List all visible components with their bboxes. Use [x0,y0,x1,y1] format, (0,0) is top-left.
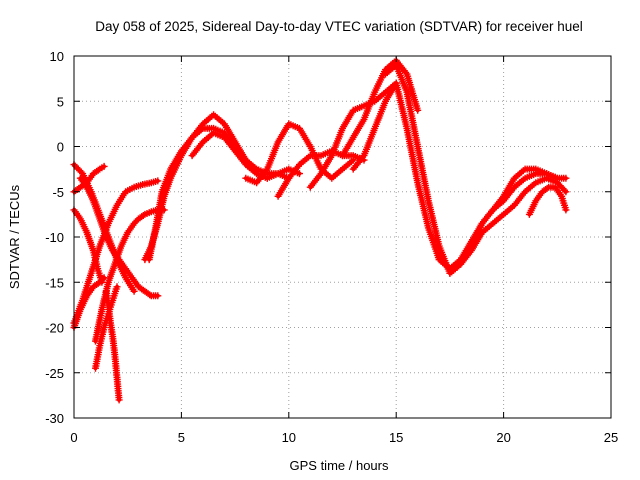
x-tick-label: 10 [282,430,296,445]
y-tick-label: -15 [45,275,64,290]
data-point [562,174,570,182]
data-point [561,186,568,194]
data-point [296,170,303,178]
y-tick-label: 0 [57,140,64,155]
x-tick-label: 15 [389,430,403,445]
series-sat-t [446,174,570,277]
gridlines [74,56,611,418]
data-point [113,283,121,291]
data-point [359,153,367,161]
data-point [94,166,102,174]
series-band [437,167,568,271]
series-sat-f [70,162,108,196]
y-tick-label: 5 [57,94,64,109]
data-point [562,206,570,214]
data-point [100,162,108,170]
y-tick-label: -30 [45,411,64,426]
x-tick-labels: 0 5 10 15 20 25 [70,430,618,445]
x-tick-label: 0 [70,430,77,445]
series-sat-i [76,174,162,300]
data-point [414,106,422,114]
y-tick-label: -25 [45,366,64,381]
series-sat-p [339,57,422,160]
series-sat-m [242,120,357,187]
y-tick-label: -5 [52,185,64,200]
data-point [520,189,528,197]
data-point [146,291,154,299]
data-point [139,212,147,219]
data-point [154,177,162,185]
data-point [562,188,570,196]
x-tick-label: 5 [178,430,185,445]
series-sat-u [525,183,570,218]
x-axis-label: GPS time / hours [290,458,389,473]
y-axis-label: SDTVAR / TECUs [7,184,22,289]
y-tick-label: -20 [45,321,64,336]
chart-title: Day 058 of 2025, Sidereal Day-to-day VTE… [95,19,582,34]
data-point [130,287,138,295]
y-tick-label: -10 [45,230,64,245]
data-point [77,168,85,176]
series-band [147,126,291,262]
data-point [115,396,123,404]
data-point [98,278,106,286]
series-group [70,57,570,404]
x-tick-label: 20 [496,430,510,445]
series-sat-d [70,206,106,286]
x-tick-label: 25 [604,430,618,445]
data-point [154,292,162,300]
series-sat-s [435,165,570,273]
y-tick-label: 10 [50,49,64,64]
series-sat-l [188,129,303,182]
axis-ticks [73,55,612,419]
y-tick-labels: -30 -25 -20 -15 -10 -5 0 5 10 [45,49,64,426]
series-sat-h [102,287,123,404]
data-point [543,184,551,192]
